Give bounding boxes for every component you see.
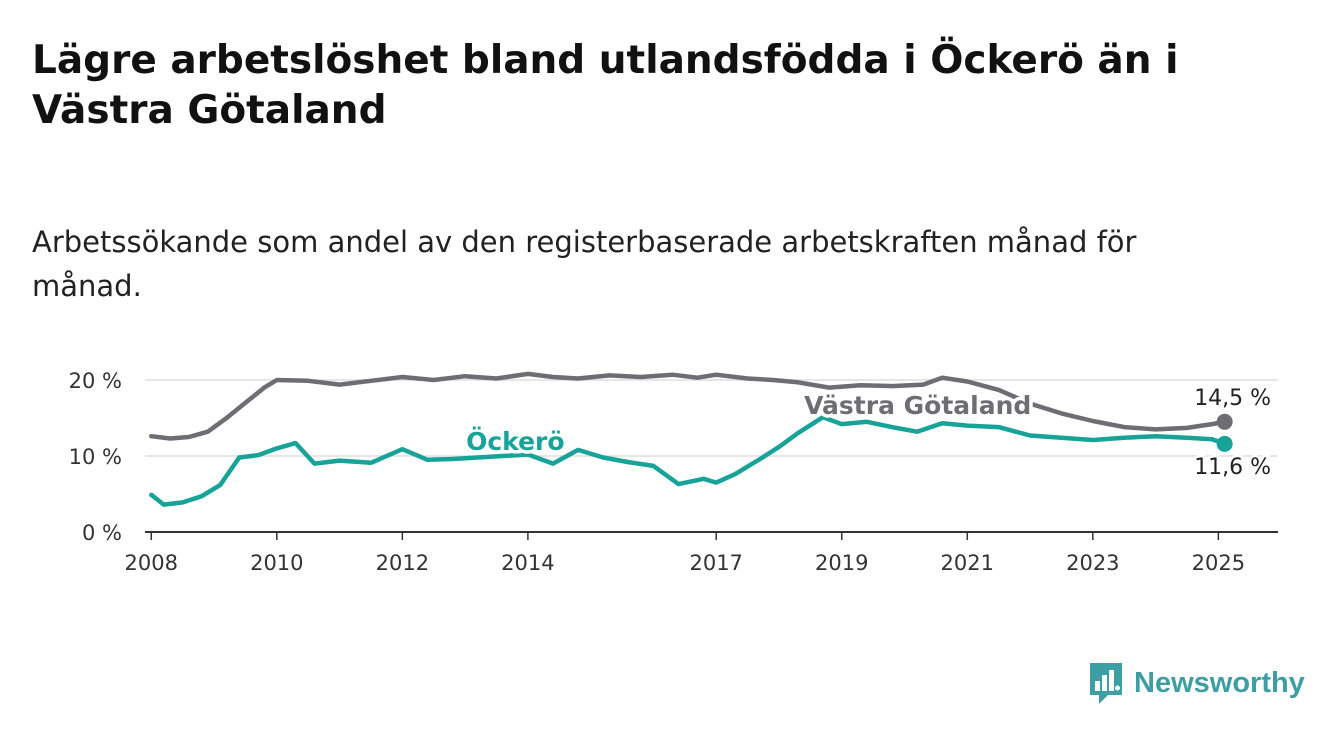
end-value-label-1: 11,6 % xyxy=(1194,455,1271,480)
x-tick-label: 2010 xyxy=(250,551,303,575)
chart-subtitle: Arbetssökande som andel av den registerb… xyxy=(32,225,1137,303)
x-axis: 2008 2010 2012 2014 2017 2019 2021 2023 2025 xyxy=(125,531,1278,575)
x-tick-label: 2019 xyxy=(815,551,868,575)
x-tick-label: 2017 xyxy=(689,551,742,575)
x-tick-label: 2012 xyxy=(376,551,429,575)
series-name-label-1: Öckerö xyxy=(466,426,565,456)
line-chart: 0 % 10 % 20 % 2008 2010 2012 2014 2017 2019 2021… xyxy=(69,369,1278,575)
series-line-0 xyxy=(149,371,1227,441)
series-line-1 xyxy=(149,414,1227,507)
x-tick-label: 2014 xyxy=(501,551,554,575)
brand-logo: Newsworthy xyxy=(1088,660,1305,706)
end-point-0 xyxy=(1216,413,1233,430)
end-value-label-0: 14,5 % xyxy=(1194,386,1271,411)
y-tick-label: 10 % xyxy=(69,445,122,469)
y-tick-label: 20 % xyxy=(69,369,122,393)
y-tick-label: 0 % xyxy=(82,521,122,545)
x-tick-label: 2008 xyxy=(125,551,178,575)
x-tick-label: 2025 xyxy=(1192,551,1245,575)
grid-lines xyxy=(145,379,1278,457)
series-name-label-0: Västra Götaland xyxy=(804,391,1031,420)
newsworthy-logo-icon xyxy=(1090,663,1122,704)
series-labels: Västra Götaland Öckerö 14,5 % 11,6 % xyxy=(463,383,1274,482)
brand-name: Newsworthy xyxy=(1134,666,1305,699)
end-point-1 xyxy=(1216,435,1233,452)
chart-title: Lägre arbetslöshet bland utlandsfödda i … xyxy=(32,38,1179,133)
series-lines xyxy=(149,371,1233,507)
x-tick-label: 2021 xyxy=(941,551,994,575)
x-tick-label: 2023 xyxy=(1066,551,1119,575)
y-axis-ticks: 0 % 10 % 20 % xyxy=(69,369,122,545)
